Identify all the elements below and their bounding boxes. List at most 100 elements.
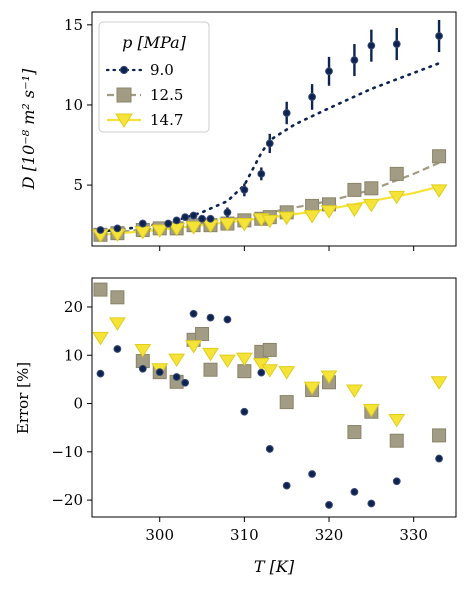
top-point-circle-9-0 [96, 226, 105, 234]
top-point-circle-9-0 [257, 169, 266, 178]
bottom-x-tick-label: 310 [230, 526, 259, 544]
top-point-triangle-14-7 [219, 218, 236, 232]
bottom-point-triangle-14-7 [320, 370, 338, 384]
bottom-point-square-12-5 [389, 433, 404, 448]
bottom-point-triangle-14-7 [303, 381, 321, 396]
bottom-point-circle-9-0 [181, 378, 190, 387]
bottom-y-tick-label: 10 [64, 346, 83, 364]
bottom-point-circle-9-0 [392, 477, 401, 486]
legend-marker-square [116, 87, 132, 103]
bottom-point-circle-9-0 [206, 313, 215, 322]
bottom-point-circle-9-0 [282, 481, 291, 490]
bottom-x-axis-label: T [K] [254, 557, 295, 576]
bottom-y-axis-label: Error [%] [14, 362, 32, 434]
bottom-point-circle-9-0 [113, 345, 122, 353]
bottom-point-square-12-5 [279, 395, 294, 410]
legend-title: p [MPa] [122, 33, 187, 52]
bottom-point-triangle-14-7 [134, 343, 152, 358]
top-point-circle-9-0 [282, 109, 291, 117]
bottom-point-circle-9-0 [308, 470, 316, 478]
top-point-triangle-14-7 [235, 218, 253, 232]
legend-entry-14-7: 14.7 [107, 111, 183, 129]
bottom-point-triangle-14-7 [185, 340, 202, 354]
bottom-y-tick-label: −20 [51, 491, 83, 509]
bottom-x-tick-label: 330 [399, 526, 428, 544]
bottom-x-tick-label: 300 [145, 526, 174, 544]
top-point-triangle-14-7 [151, 224, 169, 238]
top-point-triangle-14-7 [261, 214, 279, 229]
top-point-circle-9-0 [350, 56, 359, 64]
bottom-point-square-12-5 [203, 362, 218, 377]
bottom-point-triangle-14-7 [108, 317, 126, 331]
legend: p [MPa] 9.0 12.5 14.7 [98, 21, 210, 133]
bottom-point-circle-9-0 [240, 407, 249, 416]
top-point-circle-9-0 [189, 211, 198, 220]
legend-label-14-7: 14.7 [150, 111, 183, 129]
top-y-tick-label: 15 [64, 16, 83, 34]
bottom-point-circle-9-0 [350, 487, 359, 496]
top-y-axis-label: D [10⁻⁸ m² s⁻¹] [19, 68, 38, 190]
bottom-point-circle-9-0 [155, 368, 164, 377]
top-point-circle-9-0 [164, 219, 173, 228]
bottom-y-tick-label: −10 [51, 443, 83, 461]
error-panel: −20 −10 0 10 20 300 310 320 330 Error [%] T [K] [14, 277, 457, 576]
bottom-point-triangle-14-7 [92, 331, 109, 346]
legend-marker-circle [119, 65, 129, 75]
top-point-triangle-14-7 [430, 184, 448, 198]
bottom-point-triangle-14-7 [168, 353, 186, 368]
bottom-point-circle-9-0 [138, 364, 147, 373]
top-point-circle-9-0 [435, 32, 443, 40]
bottom-point-square-12-5 [195, 327, 210, 342]
bottom-point-square-12-5 [110, 290, 125, 305]
top-point-square-12-5 [347, 182, 362, 197]
legend-label-9-0: 9.0 [150, 61, 174, 79]
top-point-circle-9-0 [198, 214, 206, 223]
bottom-point-circle-9-0 [257, 368, 266, 377]
bottom-data-marks [92, 282, 448, 509]
bottom-point-circle-9-0 [189, 309, 198, 318]
top-point-circle-9-0 [240, 186, 249, 194]
bottom-x-tick-label: 320 [315, 526, 344, 544]
top-point-circle-9-0 [308, 93, 316, 101]
top-y-tick-label: 5 [73, 176, 83, 194]
bottom-x-axis: 300 310 320 330 [145, 517, 428, 544]
bottom-point-square-12-5 [432, 428, 447, 443]
bottom-point-triangle-14-7 [202, 347, 219, 362]
bottom-y-tick-label: 0 [73, 395, 83, 413]
top-point-circle-9-0 [172, 216, 181, 225]
top-point-circle-9-0 [392, 40, 401, 48]
top-y-tick-label: 10 [64, 96, 83, 114]
bottom-point-triangle-14-7 [430, 376, 448, 390]
bottom-point-triangle-14-7 [346, 384, 363, 398]
top-point-triangle-14-7 [362, 198, 380, 213]
bottom-point-triangle-14-7 [388, 413, 406, 428]
top-model-line-9-0 [99, 62, 441, 233]
bottom-point-circle-9-0 [223, 315, 232, 324]
top-y-axis: 5 10 15 [64, 16, 92, 194]
top-point-square-12-5 [389, 166, 404, 181]
bottom-point-circle-9-0 [265, 445, 274, 453]
legend-box [98, 21, 210, 133]
bottom-point-circle-9-0 [96, 369, 105, 378]
bottom-point-triangle-14-7 [362, 403, 380, 418]
bottom-point-triangle-14-7 [261, 364, 279, 378]
bottom-point-triangle-14-7 [219, 354, 236, 369]
bottom-point-triangle-14-7 [235, 352, 253, 367]
top-x-axis [159, 246, 415, 251]
bottom-point-circle-9-0 [172, 373, 181, 381]
top-point-triangle-14-7 [320, 205, 338, 219]
legend-entry-9-0: 9.0 [105, 61, 174, 79]
top-point-circle-9-0 [265, 139, 274, 148]
top-point-circle-9-0 [181, 213, 190, 222]
top-data-marks [92, 20, 448, 243]
bottom-point-square-12-5 [93, 282, 108, 297]
bottom-plot-frame [91, 277, 457, 518]
legend-entry-12-5: 12.5 [107, 86, 183, 104]
top-point-circle-9-0 [325, 67, 333, 76]
bottom-point-square-12-5 [237, 364, 252, 379]
top-point-square-12-5 [364, 181, 379, 196]
top-point-circle-9-0 [367, 41, 376, 50]
top-point-triangle-14-7 [388, 190, 406, 205]
bottom-point-triangle-14-7 [278, 366, 296, 380]
